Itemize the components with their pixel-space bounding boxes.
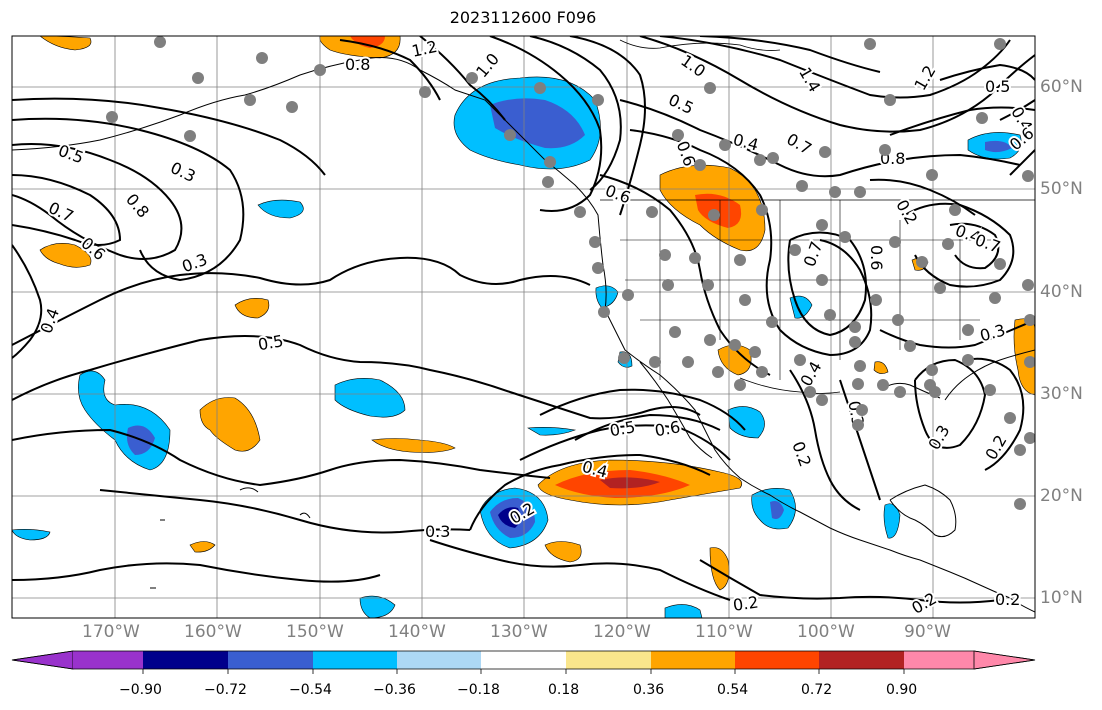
colorbar-segment [313,651,397,669]
longitude-label: 140°W [388,622,446,642]
colorbar-segment [481,651,566,669]
colorbar-tick-label: −0.72 [204,682,247,698]
map-title: 2023112600 F096 [449,8,597,27]
longitude-label: 130°W [490,622,548,642]
contour-label: 0.6 [867,245,886,270]
latitude-label: 20°N [1040,486,1083,506]
colorbar-tick-label: −0.54 [289,682,332,698]
colorbar-segment [973,650,1036,670]
colorbar-segment [397,651,481,669]
colorbar-tick-label: 0.36 [633,682,665,698]
colorbar-tick-label: −0.36 [373,682,416,698]
contour-label: 0.2 [995,590,1020,609]
map-frame [11,35,1036,619]
colorbar-outline [11,650,1036,670]
colorbar-segment [228,651,313,669]
colorbar-tick-label: −0.18 [457,682,500,698]
contour-label: 0.5 [985,77,1010,96]
contour-label: 0.2 [732,593,760,615]
longitude-label: 160°W [184,622,242,642]
longitude-label: 170°W [82,622,140,642]
colorbar [11,650,1036,674]
colorbar-segment [735,651,819,669]
longitude-label: 100°W [797,622,855,642]
colorbar-tick-label: 0.18 [548,682,580,698]
colorbar-segment [143,651,228,669]
colorbar-tick-label: 0.54 [717,682,749,698]
colorbar-segment [651,651,735,669]
latitude-label: 10°N [1040,588,1083,608]
longitude-label: 120°W [593,622,651,642]
latitude-label: 60°N [1040,77,1083,97]
colorbar-tick-label: 0.90 [886,682,918,698]
colorbar-tick-label: 0.72 [801,682,833,698]
contour-lines [12,36,1035,604]
longitude-label: 150°W [286,622,344,642]
colorbar-segment [904,651,974,669]
latitude-label: 50°N [1040,179,1083,199]
colorbar-segment [73,651,143,669]
colorbar-tick-label: −0.90 [119,682,162,698]
longitude-label: 90°W [904,622,951,642]
colorbar-segment [11,650,74,670]
contour-label: 0.3 [425,522,450,541]
longitude-label: 110°W [695,622,753,642]
station-markers [106,36,1035,510]
latitude-label: 30°N [1040,384,1083,404]
latitude-label: 40°N [1040,282,1083,302]
colorbar-segment [566,651,651,669]
colorbar-segment [819,651,904,669]
contour-label: 0.8 [345,55,370,74]
